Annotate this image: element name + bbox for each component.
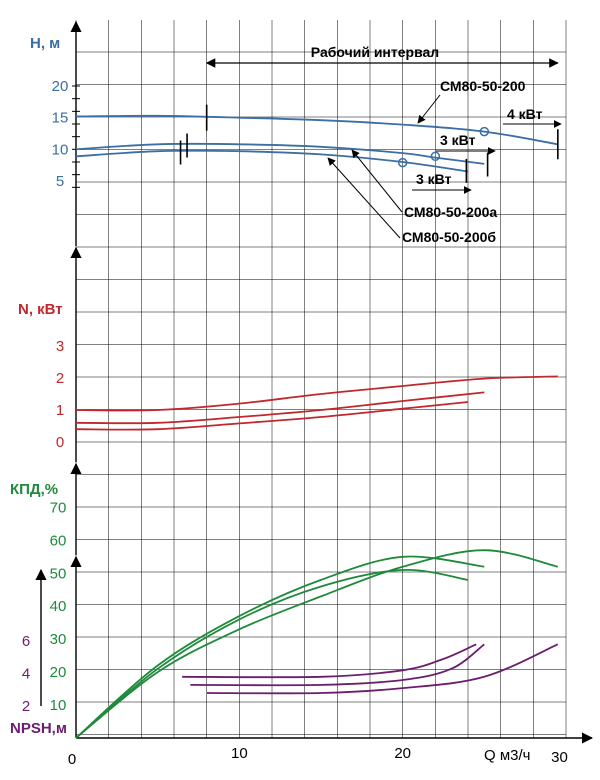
series-label-200b: СМ80-50-200б xyxy=(402,229,496,245)
y-tick-label: 5 xyxy=(56,173,64,190)
npsh-curve-2 xyxy=(182,643,477,679)
y-tick-label: 4 xyxy=(22,666,30,683)
y-tick-label: 6 xyxy=(22,633,30,650)
leader-line xyxy=(327,157,401,239)
rated-point xyxy=(397,157,408,168)
curves xyxy=(75,104,559,739)
head-axis-label: H, м xyxy=(30,35,60,52)
npsh-curve-1 xyxy=(190,643,485,687)
working-interval-title: Рабочий интервал xyxy=(311,44,439,60)
y-tick-label: 10 xyxy=(52,141,69,158)
efficiency-curve-0 xyxy=(75,549,558,739)
efficiency-curve-1 xyxy=(75,555,485,739)
x-axis-label: Q м3/ч xyxy=(484,747,530,764)
leader-line xyxy=(417,94,441,124)
power-annotation-3kw-a: 3 кВт xyxy=(440,132,476,148)
head-curve-1 xyxy=(75,142,485,165)
y-tick-label: 15 xyxy=(52,110,69,127)
rated-point xyxy=(479,126,490,137)
y-tick-label: 20 xyxy=(52,78,69,95)
y-tick-label: 2 xyxy=(22,698,30,715)
y-tick-label: 40 xyxy=(50,598,67,615)
series-label-200: СМ80-50-200 xyxy=(440,78,526,94)
series-label-200a: СМ80-50-200а xyxy=(404,204,497,220)
power-curve-0 xyxy=(75,375,558,412)
y-tick-label: 0 xyxy=(56,434,64,451)
y-tick-label: 30 xyxy=(50,631,67,648)
labels: 5 10 15 20 0 1 2 3 10 20 30 40 50 60 70 2 4 6 H, м N, кВт КП… xyxy=(10,35,568,768)
y-tick-label: 50 xyxy=(50,565,67,582)
npsh-axis-label: NPSH,м xyxy=(10,720,67,737)
y-tick-label: 60 xyxy=(50,532,67,549)
leader-line xyxy=(351,149,403,213)
x-tick-label: 30 xyxy=(551,749,568,766)
y-tick-label: 20 xyxy=(50,664,67,681)
head-curve-0 xyxy=(75,114,558,146)
head-curve-2 xyxy=(75,149,469,173)
power-axis-label: N, кВт xyxy=(18,301,63,318)
efficiency-axis-label: КПД,% xyxy=(10,481,58,498)
y-tick-label: 10 xyxy=(50,697,67,714)
power-curve-2 xyxy=(75,401,469,431)
x-tick-label: 20 xyxy=(394,745,411,762)
y-tick-label: 3 xyxy=(56,338,64,355)
x-tick-label: 0 xyxy=(68,751,76,768)
y-tick-label: 70 xyxy=(50,499,67,516)
axes xyxy=(35,20,594,744)
y-tick-label: 2 xyxy=(56,370,64,387)
power-curve-1 xyxy=(75,391,485,425)
power-annotation-4kw: 4 кВт xyxy=(507,106,543,122)
npsh-curve-0 xyxy=(206,643,559,695)
rated-point xyxy=(430,151,441,162)
power-annotation-3kw-b: 3 кВт xyxy=(416,171,452,187)
x-tick-label: 10 xyxy=(231,745,248,762)
efficiency-curve-2 xyxy=(75,569,469,739)
y-tick-label: 1 xyxy=(56,402,64,419)
